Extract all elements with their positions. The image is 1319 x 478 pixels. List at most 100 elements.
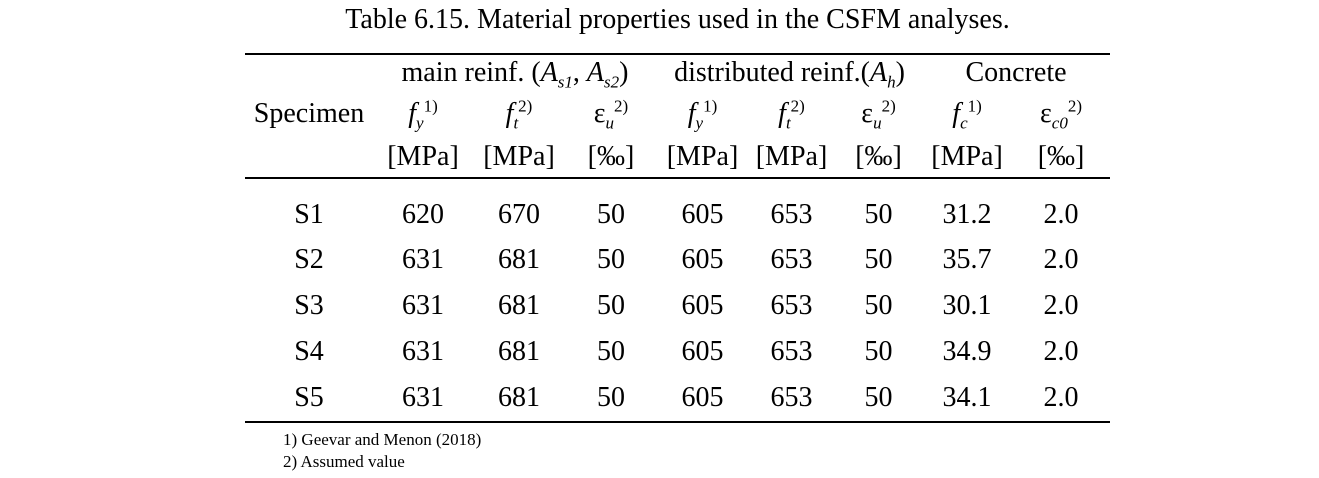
- symbol-base: f: [778, 98, 786, 129]
- group-header-text: main reinf. (: [401, 57, 541, 88]
- value-cell: 50: [864, 290, 893, 321]
- value-cell: 653: [770, 198, 813, 230]
- column-symbol-cell: εu2): [835, 91, 922, 137]
- value-cell: 605: [681, 382, 724, 413]
- symbol-subscript: t: [513, 113, 519, 133]
- value-cell: 50: [597, 336, 625, 367]
- group-header-main-reinf: main reinf. (As1, As2): [373, 54, 657, 91]
- table-row-s2: S2 631 681 50 605 653 50 35.7 2.0: [245, 237, 1110, 283]
- column-unit-cell: [‰]: [1012, 137, 1111, 179]
- value-cell: 2.0: [1043, 290, 1079, 321]
- symbol-footnote-ref: 2): [881, 96, 896, 116]
- column-unit-cell: [‰]: [835, 137, 923, 179]
- value-cell: 50: [864, 336, 893, 367]
- column-unit-cell: [MPa]: [657, 137, 748, 179]
- column-symbol-cell: ft2): [748, 91, 835, 137]
- group-header-text: Concrete: [965, 57, 1067, 88]
- symbol-header-row: Specimen fy1) ft2) εu2) fy1) ft2) εu2) fc1) εc02…: [245, 91, 1110, 137]
- group-header-text: s2: [604, 72, 620, 91]
- group-header-distributed-reinf: distributed reinf.(Ah): [657, 54, 922, 91]
- value-cell: 2.0: [1043, 336, 1079, 367]
- blank-cell: [245, 54, 373, 91]
- value-cell: 631: [402, 290, 444, 321]
- value-cell: 2.0: [1043, 382, 1079, 413]
- value-cell: 50: [864, 244, 893, 275]
- symbol-subscript: u: [873, 113, 882, 133]
- column-symbol-cell: fy1): [657, 91, 748, 137]
- symbol-footnote-ref: 1): [423, 96, 438, 116]
- column-unit-cell: [MPa]: [473, 137, 565, 179]
- column-symbol-cell: εc02): [1012, 91, 1110, 137]
- symbol-base: f: [505, 98, 514, 129]
- value-cell: 653: [770, 382, 813, 413]
- material-properties-table: main reinf. (As1, As2) distributed reinf.…: [245, 53, 1111, 423]
- symbol-subscript: c0: [1051, 113, 1068, 133]
- value-cell: 50: [597, 244, 625, 275]
- symbol-base: ε: [1040, 98, 1052, 129]
- unit-row: [MPa] [MPa] [‰] [MPa] [MPa] [‰] [MPa] [‰]: [245, 137, 1111, 179]
- value-cell: 50: [864, 382, 893, 413]
- column-symbol-cell: fc1): [922, 91, 1012, 137]
- value-cell: 631: [402, 382, 444, 413]
- footnote-2: 2) Assumed value: [283, 452, 405, 471]
- symbol-footnote-ref: 1): [967, 96, 982, 116]
- table-row-s5: S5 631 681 50 605 653 50 34.1 2.0: [245, 375, 1110, 422]
- symbol-footnote-ref: 2): [614, 96, 629, 116]
- value-cell: 681: [498, 290, 540, 321]
- value-cell: 681: [498, 336, 540, 367]
- specimen-cell: S1: [294, 198, 324, 230]
- value-cell: 681: [498, 382, 540, 413]
- blank-cell: [245, 137, 373, 179]
- symbol-subscript: y: [416, 113, 424, 133]
- group-header-text: A: [540, 57, 558, 88]
- symbol-subscript: y: [695, 113, 704, 133]
- symbol-base: ε: [861, 98, 874, 129]
- value-cell: 605: [681, 336, 724, 367]
- value-cell: 631: [402, 244, 444, 275]
- symbol-base: f: [687, 98, 696, 129]
- value-cell: 2.0: [1043, 244, 1079, 275]
- value-cell: 50: [864, 198, 893, 230]
- table-row-s3: S3 631 681 50 605 653 50 30.1 2.0: [245, 283, 1110, 329]
- value-cell: 50: [597, 198, 625, 230]
- table-header: main reinf. (As1, As2) distributed reinf.…: [245, 54, 1111, 179]
- symbol-footnote-ref: 2): [518, 96, 533, 116]
- group-header-row: main reinf. (As1, As2) distributed reinf.…: [245, 54, 1110, 91]
- table-body: S1 620 670 50 605 653 50 31.2 2.0 S2 631 681 50 605 65…: [245, 178, 1110, 422]
- value-cell: 34.9: [942, 336, 992, 367]
- column-unit-cell: [‰]: [565, 137, 657, 179]
- footnotes: 1) Geevar and Menon (2018) 2) Assumed va…: [283, 429, 481, 473]
- symbol-base: f: [408, 98, 417, 129]
- footnote-1: 1) Geevar and Menon (2018): [283, 430, 482, 449]
- group-header-text: A: [870, 57, 888, 88]
- table-caption: Table 6.15. Material properties used in …: [345, 4, 1010, 35]
- column-symbol-cell: ft2): [473, 91, 565, 137]
- symbol-base: ε: [593, 98, 606, 129]
- specimen-cell: S5: [294, 382, 324, 413]
- value-cell: 631: [402, 336, 444, 367]
- group-header-text: ): [895, 57, 905, 88]
- column-unit-cell: [MPa]: [922, 137, 1013, 179]
- value-cell: 50: [597, 382, 625, 413]
- specimen-cell: S3: [294, 290, 324, 321]
- value-cell: 681: [498, 244, 540, 275]
- column-unit-cell: [MPa]: [373, 137, 473, 179]
- symbol-footnote-ref: 1): [703, 96, 718, 116]
- column-unit-cell: [MPa]: [748, 137, 835, 179]
- group-header-text: A: [586, 57, 605, 88]
- value-cell: 605: [681, 198, 724, 230]
- value-cell: 31.2: [942, 198, 992, 230]
- value-cell: 653: [770, 290, 813, 321]
- value-cell: 34.1: [942, 382, 992, 413]
- value-cell: 2.0: [1043, 198, 1079, 230]
- specimen-cell: S4: [294, 336, 324, 367]
- symbol-subscript: u: [605, 113, 615, 133]
- symbol-footnote-ref: 2): [1067, 96, 1083, 116]
- value-cell: 653: [770, 244, 813, 275]
- value-cell: 30.1: [942, 290, 992, 321]
- value-cell: 620: [402, 198, 444, 230]
- value-cell: 670: [498, 198, 540, 230]
- value-cell: 50: [597, 290, 625, 321]
- value-cell: 35.7: [942, 244, 992, 275]
